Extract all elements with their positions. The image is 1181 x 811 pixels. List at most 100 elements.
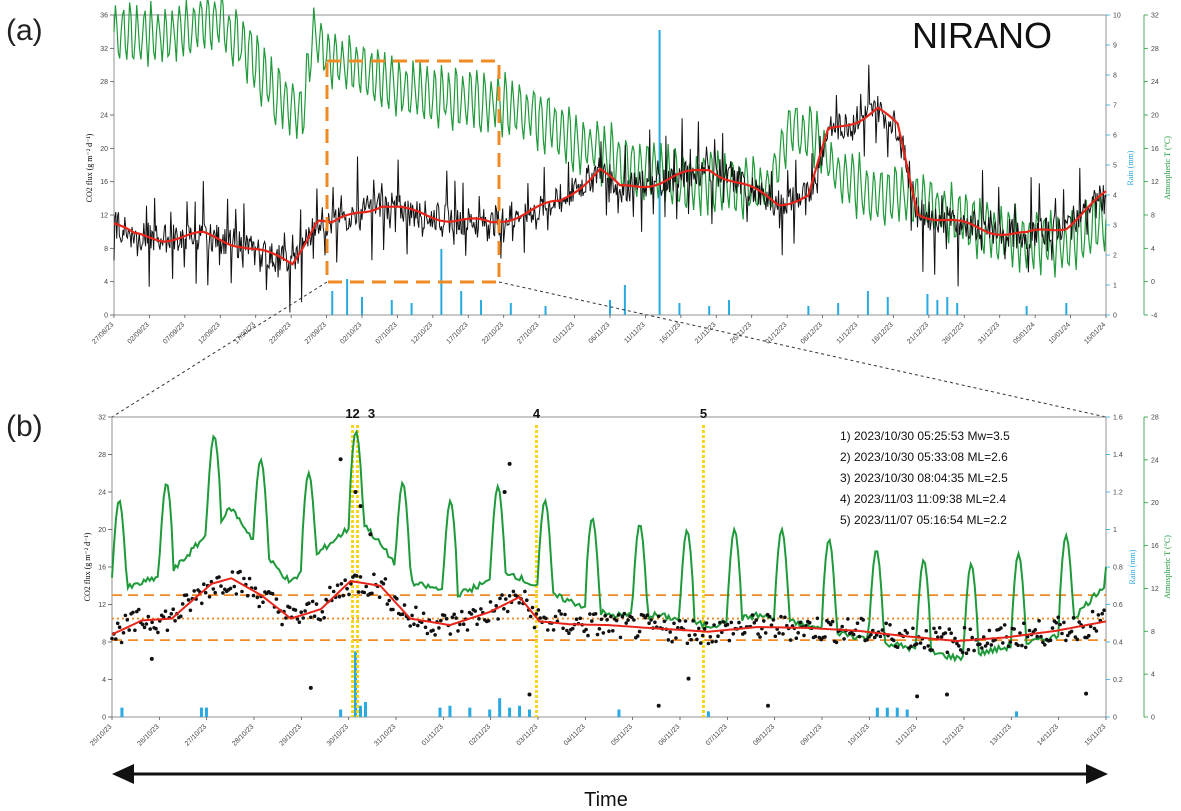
co2-point — [475, 622, 479, 627]
panel-a-rain-bar — [390, 300, 393, 315]
co2-point — [234, 592, 239, 596]
co2-point — [672, 621, 676, 626]
co2-point — [505, 609, 510, 614]
b-y2tick-label: 1.4 — [1113, 452, 1123, 459]
co2-point — [731, 632, 736, 636]
co2-point — [364, 584, 369, 589]
panel-a-rain-bar — [460, 291, 463, 315]
event-list-item-3: 3) 2023/10/30 08:04:35 ML=2.5 — [840, 471, 1008, 485]
co2-point — [245, 593, 250, 598]
co2-point — [622, 611, 627, 616]
co2-point — [253, 586, 258, 590]
a-ytick-label: 0 — [104, 313, 108, 320]
a-y2tick-label: 5 — [1113, 163, 1117, 170]
co2-point — [1008, 640, 1013, 644]
panel-a-rain-bar — [956, 303, 959, 315]
co2-point — [517, 601, 521, 605]
co2-point — [618, 635, 623, 640]
co2-point — [968, 627, 973, 632]
co2-point — [1069, 629, 1074, 634]
co2-point — [962, 625, 967, 630]
co2-point — [553, 614, 558, 619]
b-y3tick-label: 4 — [1151, 672, 1155, 679]
co2-point — [670, 639, 674, 644]
co2-point — [607, 629, 611, 633]
co2-point — [270, 591, 275, 596]
co2-point — [861, 618, 865, 622]
a-xtick-label: 17/10/23 — [445, 321, 469, 345]
co2-point — [1062, 620, 1066, 625]
panel-a-rain-bar — [926, 294, 929, 315]
co2-point — [888, 623, 892, 627]
co2-point — [1050, 626, 1055, 630]
co2-point — [169, 612, 174, 616]
co2-point — [1033, 628, 1038, 632]
co2-point — [869, 632, 873, 637]
co2-point — [668, 630, 672, 634]
co2-point — [758, 635, 762, 639]
co2-point — [123, 613, 128, 618]
panel-b-rain-axis: 0 0.2 0.4 0.6 0.8 1 1.2 1.4 1.6 — [1106, 415, 1123, 722]
co2-point — [1012, 627, 1016, 631]
co2-point — [857, 634, 862, 639]
co2-point — [643, 615, 648, 620]
panel-a-rain-bar — [708, 306, 711, 315]
co2-point — [511, 589, 516, 594]
b-y3tick-label: 8 — [1151, 629, 1155, 636]
panel-b-rain-bar — [508, 707, 512, 717]
a-xtick-label: 02/10/23 — [339, 321, 363, 345]
co2-point — [137, 607, 141, 612]
a-y3tick-label: 32 — [1151, 13, 1159, 20]
co2-point — [423, 625, 428, 630]
co2-point — [295, 617, 300, 621]
co2-point — [1087, 633, 1091, 638]
co2-point — [314, 602, 319, 606]
co2-point — [1096, 613, 1101, 617]
co2-point — [559, 612, 563, 616]
co2-point — [320, 610, 325, 614]
a-y3tick-label: 28 — [1151, 46, 1159, 53]
co2-point — [307, 601, 311, 605]
b-y3tick-label: 0 — [1151, 715, 1155, 722]
co2-point — [473, 609, 478, 613]
co2-point — [421, 611, 426, 616]
b-y3tick-label: 12 — [1151, 586, 1159, 593]
co2-point — [936, 635, 940, 639]
a-y2tick-label: 9 — [1113, 43, 1117, 50]
time-arrow: Time — [112, 764, 1108, 811]
co2-point — [754, 618, 758, 622]
co2-point — [154, 626, 158, 631]
a-xtick-label: 05/01/24 — [1012, 321, 1036, 345]
co2-point — [978, 642, 982, 646]
co2-point — [356, 590, 361, 594]
co2-point — [458, 622, 462, 627]
a-y3tick-label: 0 — [1151, 279, 1155, 286]
co2-point — [119, 640, 124, 645]
co2-point — [502, 607, 506, 611]
co2-point — [211, 587, 216, 591]
co2-point — [303, 609, 307, 613]
panel-b-rain-bar — [199, 707, 203, 717]
co2-point — [570, 626, 575, 631]
co2-point — [131, 610, 135, 615]
panel-a-rain-bar — [609, 300, 611, 315]
co2-point — [450, 615, 455, 620]
co2-point — [708, 635, 713, 639]
co2-point — [110, 636, 114, 641]
co2-point — [308, 685, 313, 690]
co2-point — [884, 621, 888, 626]
co2-point — [412, 622, 416, 626]
a-y2tick-label: 4 — [1113, 193, 1117, 200]
a-xtick-label: 01/11/23 — [552, 321, 576, 345]
co2-point — [937, 626, 942, 630]
panel-b-rain-bar — [448, 705, 452, 717]
a-xtick-label: 26/11/23 — [729, 321, 753, 345]
co2-point — [142, 625, 147, 630]
co2-point — [395, 596, 399, 601]
b-xtick-label: 29/10/23 — [279, 723, 303, 747]
co2-point — [895, 645, 900, 649]
co2-point — [725, 622, 730, 627]
a-xtick-label: 16/11/23 — [658, 321, 682, 345]
co2-point — [637, 629, 642, 634]
co2-point — [934, 630, 938, 635]
